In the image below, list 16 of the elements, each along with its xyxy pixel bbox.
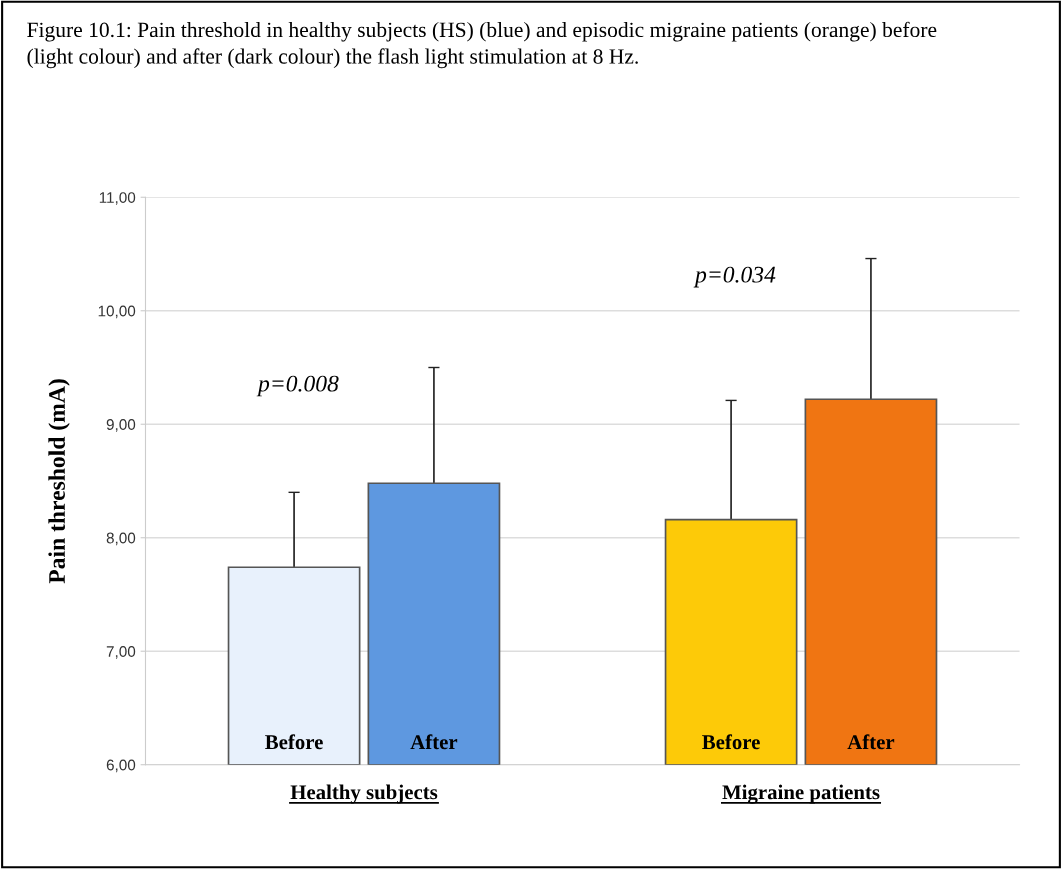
chart-title: Figure 10.1: Pain threshold in healthy subjects (HS) (blue) and episodic migraine patients (orange) before (light colour) and after (dark colour) the flash light stimulation at 8 Hz. bbox=[27, 21, 937, 69]
text: Before bbox=[702, 734, 760, 750]
series-label: After bbox=[410, 734, 458, 750]
y-tick-label: 11,00 bbox=[99, 192, 136, 205]
annotation: p=0.008 bbox=[256, 375, 339, 397]
y-tick-label: 8,00 bbox=[106, 532, 136, 546]
annotation: p=0.034 bbox=[693, 266, 776, 288]
x-tick-label: Migraine patients bbox=[722, 784, 880, 804]
y-tick-label: 10,00 bbox=[98, 305, 136, 319]
x-tick-label: Healthy subjects bbox=[290, 784, 438, 804]
y-tick-label: 7,00 bbox=[106, 646, 136, 659]
text: After bbox=[847, 734, 895, 750]
y-tick-label: 6,00 bbox=[106, 759, 136, 773]
y-axis-title: Pain threshold (mA) bbox=[48, 379, 70, 584]
y-tick-label: 9,00 bbox=[106, 419, 136, 432]
series-label: Before bbox=[265, 734, 323, 750]
